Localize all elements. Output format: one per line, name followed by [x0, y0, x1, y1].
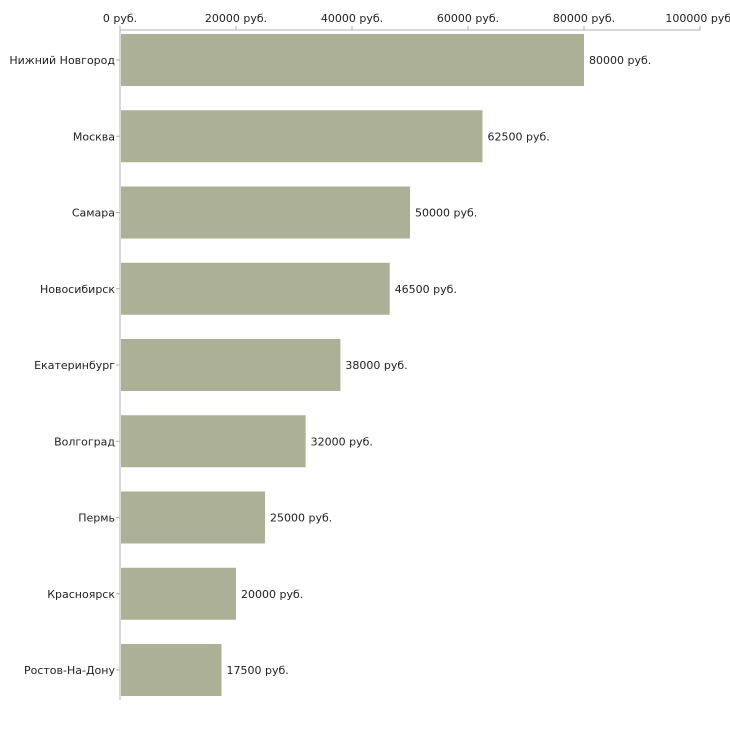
value-label: 20000 руб.: [241, 588, 303, 601]
category-label: Екатеринбург: [34, 359, 115, 372]
bar: [121, 110, 483, 163]
x-tick-label: 0 руб.: [103, 12, 137, 25]
value-label: 80000 руб.: [589, 54, 651, 67]
x-tick-label: 100000 руб.: [665, 12, 730, 25]
category-label: Пермь: [78, 512, 115, 525]
bar: [121, 34, 584, 86]
bar: [121, 644, 222, 696]
bar: [121, 262, 390, 315]
value-label: 50000 руб.: [415, 207, 477, 220]
x-tick-label: 60000 руб.: [437, 12, 499, 25]
bar: [121, 415, 306, 468]
category-label: Нижний Новгород: [9, 54, 115, 67]
category-label: Москва: [73, 130, 115, 143]
x-tick-label: 40000 руб.: [321, 12, 383, 25]
category-label: Волгоград: [54, 435, 115, 448]
x-tick-label: 80000 руб.: [553, 12, 615, 25]
value-label: 38000 руб.: [345, 359, 407, 372]
value-label: 46500 руб.: [395, 283, 457, 296]
bar: [121, 339, 341, 391]
category-label: Красноярск: [47, 588, 115, 601]
x-tick-label: 20000 руб.: [205, 12, 267, 25]
bar: [121, 567, 236, 620]
category-label: Самара: [72, 207, 115, 220]
bar: [121, 491, 265, 544]
value-label: 62500 руб.: [488, 130, 550, 143]
value-label: 17500 руб.: [227, 664, 289, 677]
bar: [121, 186, 410, 239]
x-axis: 0 руб. 20000 руб. 40000 руб. 60000 руб. 8000…: [103, 12, 730, 30]
value-label: 25000 руб.: [270, 512, 332, 525]
category-label: Ростов-На-Дону: [24, 664, 115, 677]
category-label: Новосибирск: [40, 283, 115, 296]
value-label: 32000 руб.: [311, 435, 373, 448]
bars-group: Нижний Новгород 80000 руб. Москва 62500 руб…: [9, 34, 651, 696]
